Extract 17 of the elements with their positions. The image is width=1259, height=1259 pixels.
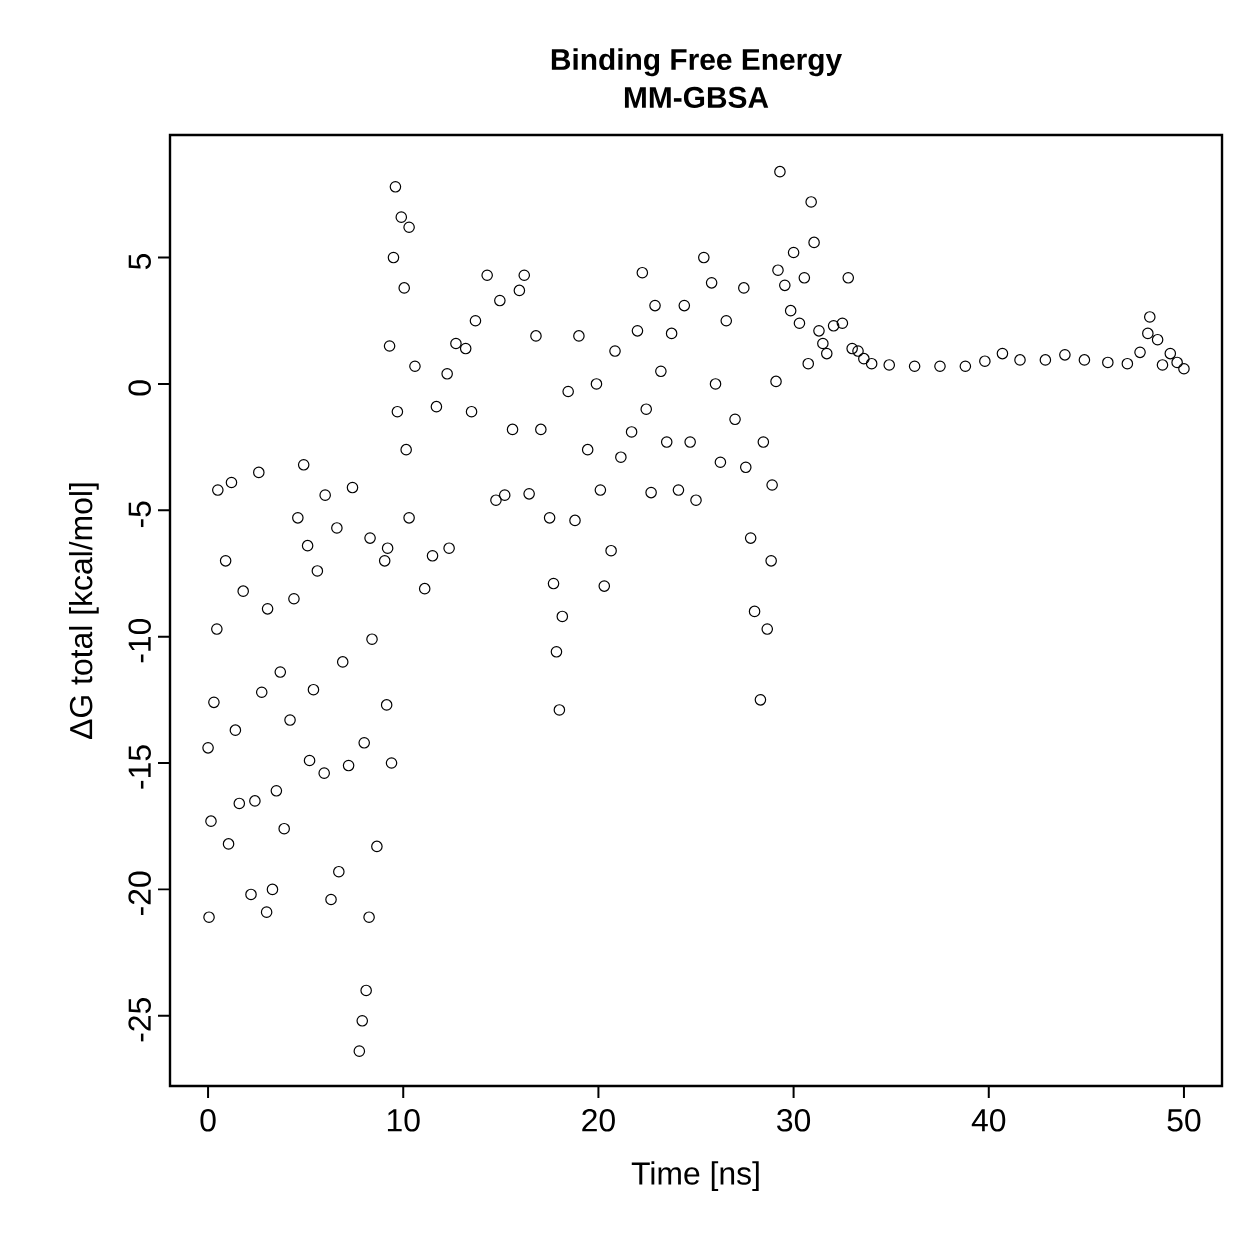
y-tick-label: -15	[128, 745, 151, 789]
y-tick-label: -20	[128, 871, 151, 916]
y-tick-label: -25	[128, 998, 151, 1042]
x-tick-label: 40	[971, 1109, 1006, 1132]
x-tick-label: 0	[200, 1109, 216, 1132]
y-tick-label: 0	[128, 380, 151, 396]
chart-subtitle: MM-GBSA	[624, 86, 769, 108]
x-tick-label: 20	[582, 1109, 615, 1132]
x-tick-label: 10	[387, 1109, 420, 1132]
chart-title: Binding Free Energy	[551, 48, 842, 77]
x-tick-label: 50	[1167, 1109, 1201, 1132]
y-tick-label: -5	[128, 501, 151, 528]
y-axis-title: ΔG total [kcal/mol]	[69, 483, 99, 739]
x-axis-title: Time [ns]	[631, 1161, 759, 1192]
x-tick-label: 30	[777, 1109, 811, 1132]
y-tick-label: 5	[128, 254, 151, 270]
y-tick-label: -10	[128, 618, 151, 663]
